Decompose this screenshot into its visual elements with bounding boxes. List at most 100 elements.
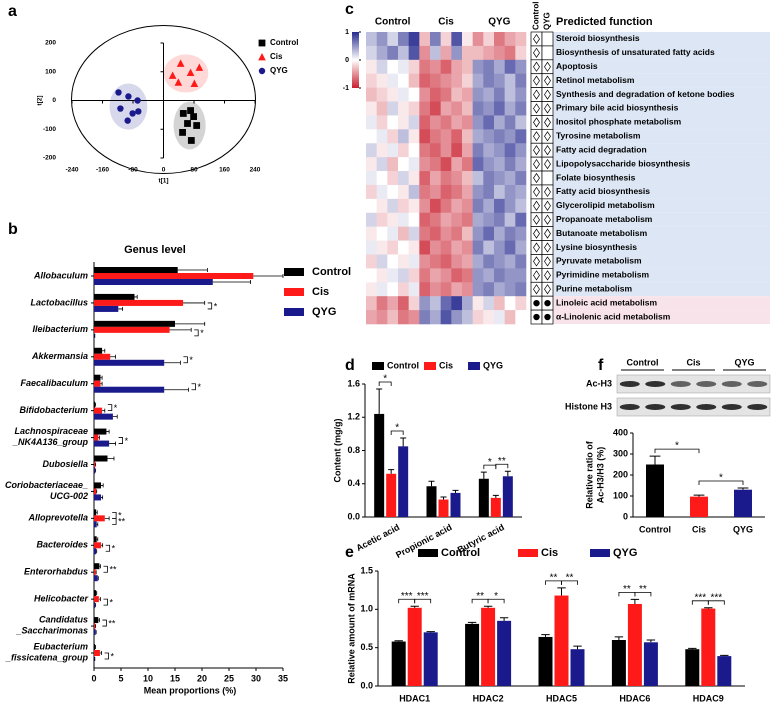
heatmap-cell — [440, 184, 452, 200]
heatmap-cell — [398, 254, 409, 269]
significance-bracket — [105, 544, 111, 552]
heatmap-cell — [398, 101, 409, 116]
heatmap-cell — [387, 198, 399, 214]
heatmap-cell — [504, 310, 516, 325]
bar — [554, 595, 569, 686]
x-tick-label: HDAC5 — [546, 693, 577, 703]
function-label: Apoptosis — [556, 61, 598, 71]
x-tick-label: 30 — [251, 673, 261, 683]
marker — [544, 200, 551, 211]
error-bar — [109, 441, 116, 446]
heatmap-cell — [387, 296, 399, 311]
heatmap-cell — [462, 157, 473, 172]
x-tick-label: 0 — [91, 673, 96, 683]
heatmap-cell — [472, 45, 484, 61]
heatmap-cell — [515, 73, 527, 88]
lane-label: Control — [627, 357, 659, 367]
bar — [94, 332, 95, 339]
bar — [94, 548, 97, 555]
bar — [94, 434, 99, 441]
heatmap-cell — [515, 59, 527, 75]
heatmap-cell — [419, 45, 431, 61]
marker — [544, 75, 551, 86]
heatmap-cell — [440, 296, 452, 311]
marker-column-label: QYG — [543, 12, 552, 30]
heatmap-cell — [494, 310, 505, 325]
bar — [94, 413, 113, 420]
bar — [450, 492, 461, 517]
significance-label: ** — [118, 517, 126, 527]
row-band — [553, 45, 770, 60]
heatmap-cell — [398, 212, 409, 227]
error-bar — [614, 636, 624, 640]
heatmap-cell — [515, 45, 527, 61]
group-label: Cis — [438, 17, 454, 28]
heatmap-cell — [440, 212, 452, 227]
legend-swatch — [418, 549, 438, 557]
point — [193, 122, 201, 129]
heatmap-cell — [515, 212, 527, 227]
heatmap-cell — [419, 240, 431, 255]
heatmap-cell — [504, 129, 516, 144]
heatmap-cell — [462, 226, 473, 241]
legend-marker — [258, 53, 266, 61]
point — [125, 93, 132, 100]
heatmap-cell — [494, 143, 505, 158]
heatmap-cell — [408, 157, 420, 172]
significance-bracket — [561, 580, 578, 585]
marker — [533, 242, 540, 253]
x-tick-label: -80 — [128, 167, 138, 174]
bar — [374, 413, 385, 517]
legend-swatch — [518, 549, 538, 557]
y-tick-label: 0.4 — [347, 478, 360, 488]
heatmap-cell — [515, 157, 527, 172]
significance-bracket — [103, 565, 108, 573]
heatmap-cell — [366, 171, 377, 186]
heatmap-cell — [472, 212, 484, 227]
heatmap-cell — [472, 296, 484, 311]
heatmap-cell — [462, 240, 473, 255]
heatmap-cell — [494, 282, 505, 297]
heatmap-cell — [440, 240, 452, 255]
heatmap-cell — [398, 310, 409, 325]
function-label: Tyrosine metabolism — [556, 131, 641, 141]
heatmap-cell — [483, 296, 495, 311]
error-bar — [212, 280, 251, 284]
heatmap-cell — [483, 143, 495, 158]
heatmap-cell — [376, 310, 388, 325]
significance-label: * — [198, 382, 202, 392]
error-bar — [95, 645, 97, 649]
significance-label: ** — [476, 591, 484, 602]
marker — [544, 256, 551, 267]
row-band — [553, 101, 770, 116]
heatmap-cell — [504, 171, 516, 186]
significance-label: ** — [498, 456, 506, 467]
row-band — [553, 59, 770, 74]
heatmap-cell — [451, 101, 463, 116]
bar — [94, 380, 101, 387]
row-band — [553, 212, 770, 227]
heatmap-cell — [419, 268, 431, 283]
heatmap-cell — [366, 45, 377, 61]
error-bar — [504, 470, 511, 477]
heatmap-cell — [483, 268, 495, 283]
heatmap-cell — [515, 240, 527, 255]
heatmap-cell — [419, 254, 431, 269]
legend-marker — [258, 39, 266, 47]
heatmap-cell — [515, 226, 527, 241]
heatmap-cell — [398, 157, 409, 172]
heatmap-cell — [366, 198, 377, 214]
heatmap-cell — [483, 198, 495, 214]
heatmap-cell — [494, 254, 505, 269]
heatmap-cell — [387, 254, 399, 269]
group-label: Control — [375, 17, 411, 28]
error-bar — [164, 360, 181, 365]
function-label: Fatty acid degradation — [556, 144, 647, 154]
function-label: Linoleic acid metabolism — [556, 297, 658, 307]
x-tick-label: HDAC2 — [473, 693, 504, 703]
bar — [94, 482, 102, 489]
legend-label: Control — [312, 266, 351, 278]
heatmap-cell — [440, 157, 452, 172]
heatmap-cell — [472, 171, 484, 186]
